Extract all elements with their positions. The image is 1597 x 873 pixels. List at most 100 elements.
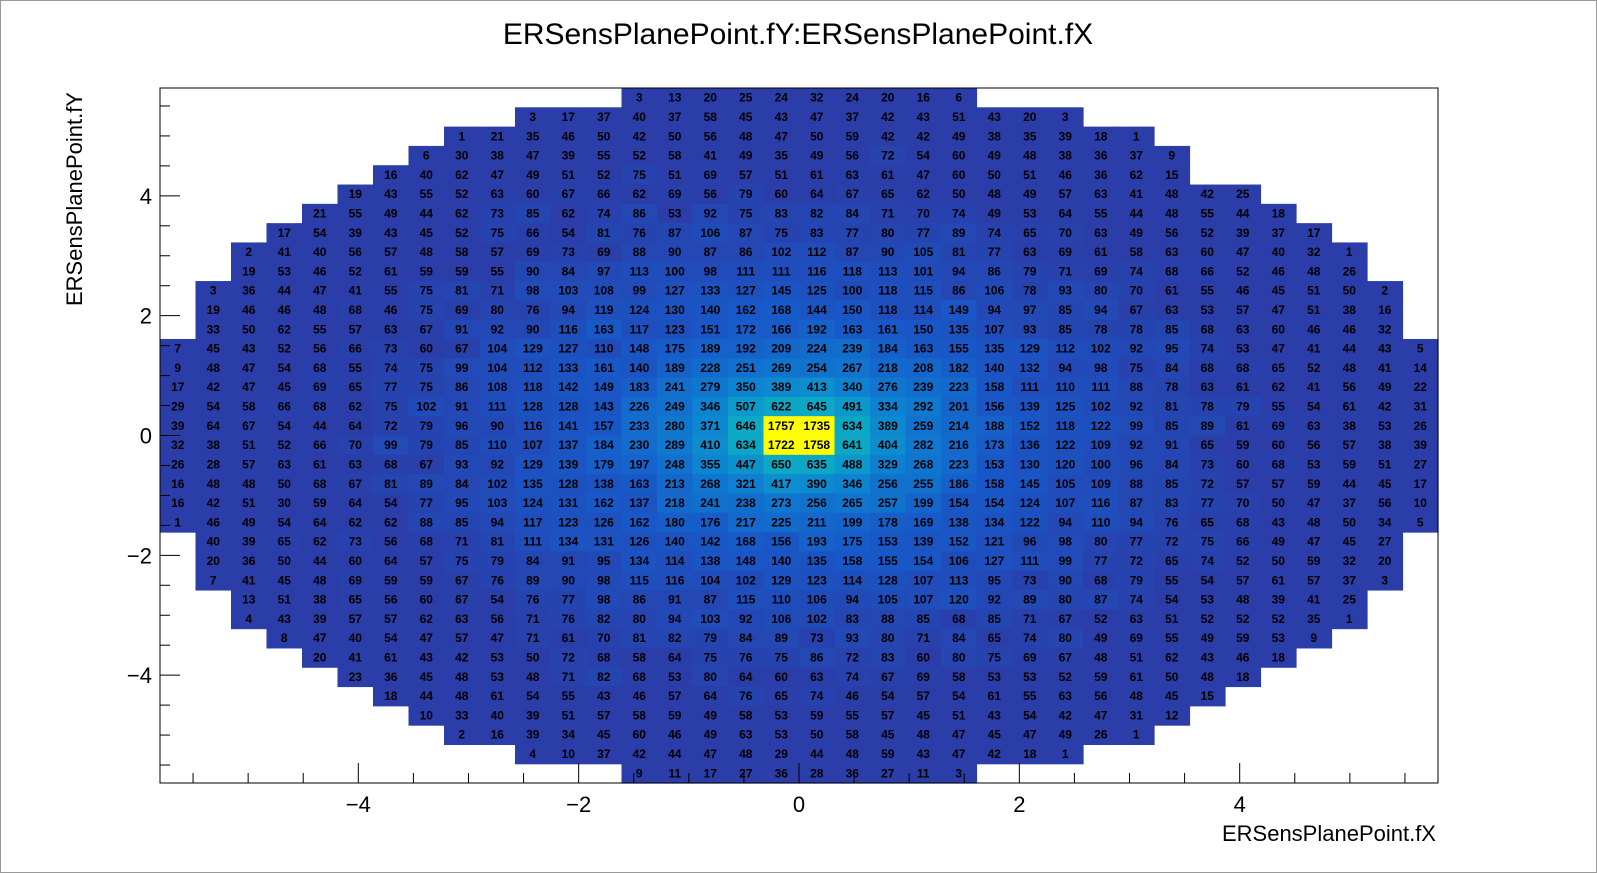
heatmap-cell — [408, 609, 445, 630]
heatmap-cell — [1047, 686, 1084, 707]
heatmap-cell — [479, 126, 516, 147]
bin-count-label: 42 — [1378, 400, 1392, 414]
bin-count-label: 417 — [771, 477, 791, 491]
bin-count-label: 21 — [313, 206, 327, 220]
heatmap-cell — [799, 763, 836, 784]
bin-count-label: 84 — [1165, 361, 1179, 375]
bin-count-label: 127 — [736, 284, 756, 298]
heatmap-cell — [266, 319, 303, 340]
bin-count-label: 83 — [810, 226, 824, 240]
heatmap-cell — [728, 609, 765, 630]
bin-count-label: 56 — [1343, 380, 1357, 394]
bin-count-label: 52 — [1236, 612, 1250, 626]
heatmap-cell — [976, 203, 1013, 224]
heatmap-cell — [515, 667, 552, 688]
heatmap-cell — [479, 551, 516, 572]
heatmap-cell — [621, 126, 658, 147]
heatmap-cell — [621, 744, 658, 765]
heatmap-cell — [1154, 589, 1191, 610]
bin-count-label: 47 — [491, 631, 505, 645]
heatmap-cell — [1118, 281, 1155, 301]
heatmap-cell — [373, 454, 410, 475]
heatmap-cell — [870, 532, 907, 552]
heatmap-cell — [586, 145, 623, 166]
heatmap-cell — [1260, 532, 1297, 552]
bin-count-label: 54 — [207, 400, 221, 414]
heatmap-cell — [870, 223, 907, 244]
bin-count-label: 67 — [455, 593, 469, 607]
heatmap-cell — [1012, 705, 1049, 726]
heatmap-cell — [834, 551, 871, 572]
heatmap-cell — [515, 145, 552, 166]
bin-count-label: 45 — [1378, 477, 1392, 491]
heatmap-cell — [1154, 705, 1191, 726]
bin-count-label: 63 — [384, 322, 398, 336]
heatmap-cell — [444, 377, 481, 398]
bin-count-label: 72 — [1201, 477, 1215, 491]
heatmap-cell — [728, 454, 765, 475]
heatmap-cell — [692, 223, 729, 244]
heatmap-cell — [621, 242, 658, 263]
bin-count-label: 47 — [420, 631, 434, 645]
bin-count-label: 60 — [1236, 457, 1250, 471]
bin-count-label: 491 — [842, 400, 862, 414]
heatmap-cell — [976, 281, 1013, 301]
heatmap-cell — [1225, 454, 1262, 475]
bin-count-label: 98 — [526, 284, 540, 298]
bin-count-label: 57 — [917, 689, 931, 703]
heatmap-cell — [728, 763, 765, 784]
bin-count-label: 280 — [665, 419, 685, 433]
heatmap-cell — [515, 551, 552, 572]
heatmap-cell — [408, 281, 445, 301]
bin-count-label: 84 — [739, 631, 753, 645]
heatmap-cell — [266, 281, 303, 301]
bin-count-label: 45 — [420, 670, 434, 684]
heatmap-cell — [728, 416, 765, 437]
bin-count-label: 46 — [668, 728, 682, 742]
bin-count-label: 78 — [1094, 322, 1108, 336]
heatmap-cell — [976, 744, 1013, 765]
bin-count-label: 90 — [526, 264, 540, 278]
heatmap-cell — [799, 203, 836, 224]
heatmap-cell — [834, 338, 871, 359]
bin-count-label: 120 — [1055, 457, 1075, 471]
bin-count-label: 68 — [1236, 515, 1250, 529]
bin-count-label: 57 — [668, 689, 682, 703]
heatmap-cell — [550, 126, 587, 147]
heatmap-cell — [905, 705, 942, 726]
bin-count-label: 47 — [1307, 535, 1321, 549]
bin-count-label: 75 — [1201, 535, 1215, 549]
heatmap-cell — [444, 551, 481, 572]
bin-count-label: 102 — [807, 612, 827, 626]
bin-count-label: 78 — [1023, 284, 1037, 298]
bin-count-label: 47 — [810, 110, 824, 124]
heatmap-cell — [905, 454, 942, 475]
bin-count-label: 2 — [1381, 284, 1388, 298]
heatmap-cell — [515, 512, 552, 533]
bin-count-label: 64 — [1059, 206, 1073, 220]
heatmap-cell — [692, 145, 729, 166]
bin-count-label: 48 — [1094, 651, 1108, 665]
bin-count-label: 241 — [700, 496, 720, 510]
bin-count-label: 117 — [523, 515, 543, 529]
bin-count-label: 50 — [988, 168, 1002, 182]
heatmap-cell — [728, 628, 765, 649]
heatmap-cell — [1296, 435, 1333, 456]
heatmap-cell — [586, 203, 623, 224]
heatmap-cell — [621, 454, 658, 475]
heatmap-cell — [1047, 532, 1084, 552]
bin-count-label: 66 — [313, 438, 327, 452]
bin-count-label: 112 — [523, 361, 543, 375]
bin-count-label: 154 — [913, 554, 933, 568]
heatmap-cell — [337, 377, 374, 398]
heatmap-cell — [195, 300, 232, 321]
heatmap-cell — [550, 223, 587, 244]
heatmap-cell — [302, 396, 339, 417]
bin-count-label: 68 — [1236, 361, 1250, 375]
bin-count-label: 89 — [952, 226, 966, 240]
bin-count-label: 57 — [349, 612, 363, 626]
bin-count-label: 49 — [988, 206, 1002, 220]
bin-count-label: 26 — [171, 457, 185, 471]
bin-count-label: 35 — [1307, 612, 1321, 626]
